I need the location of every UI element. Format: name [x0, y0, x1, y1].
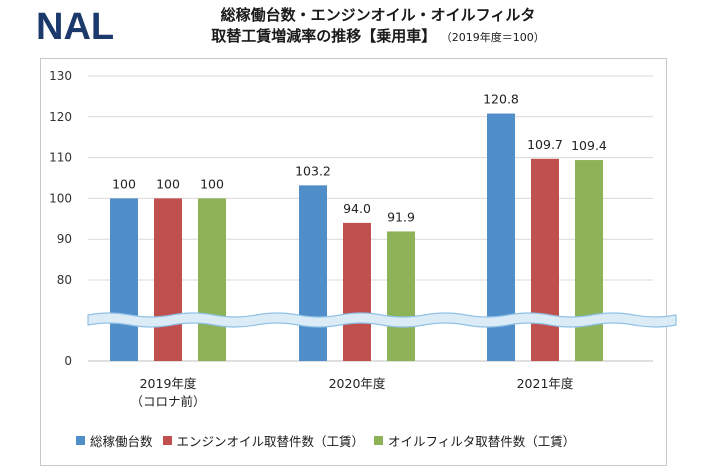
data-label-1-2: 91.9: [387, 209, 415, 224]
axis-break-band: [87, 312, 677, 328]
legend-item-vehicles: 総稼働台数: [76, 431, 153, 450]
data-label-1-1: 94.0: [343, 201, 371, 216]
y-tick-label-130: 130: [49, 69, 72, 83]
nal-logo: NAL: [36, 8, 114, 42]
chart-base-note: （2019年度＝100）: [446, 31, 545, 44]
bar-2-2: [575, 160, 603, 361]
data-label-1-0: 103.2: [295, 163, 331, 178]
y-tick-label-100: 100: [49, 191, 72, 205]
bar-1-1: [343, 222, 371, 361]
chart-frame: [40, 58, 667, 466]
legend-label-oil-filter: オイルフィルタ取替件数（工賃）: [388, 433, 576, 449]
data-label-2-1: 109.7: [527, 137, 563, 152]
y-tick-label-110: 110: [49, 151, 72, 165]
x-tick-label-0: 2019年度: [140, 376, 197, 391]
data-label-0-0: 100: [112, 176, 136, 191]
legend-swatch-oil-filter: [374, 435, 384, 445]
data-label-2-2: 109.4: [571, 138, 607, 153]
bar-0-0: [110, 198, 138, 361]
bar-1-2: [387, 231, 415, 361]
legend-label-engine-oil: エンジンオイル取替件数（工賃）: [176, 433, 365, 449]
legend-item-oil-filter: オイルフィルタ取替件数（工賃）: [374, 431, 575, 450]
data-label-0-2: 100: [200, 176, 224, 191]
logo-text: NAL: [36, 8, 114, 42]
legend-item-engine-oil: エンジンオイル取替件数（工賃）: [162, 431, 365, 450]
y-tick-label-80: 80: [57, 273, 72, 287]
chart-title-line1: 総稼働台数・エンジンオイル・オイルフィルタ: [220, 6, 536, 24]
bar-0-2: [198, 198, 226, 361]
y-tick-label-90: 90: [57, 232, 72, 246]
chart-title: 総稼働台数・エンジンオイル・オイルフィルタ 取替工賃増減率の推移【乗用車】 （20…: [158, 5, 598, 48]
legend-swatch-engine-oil: [162, 435, 172, 445]
legend-swatch-vehicles: [76, 435, 85, 445]
y-tick-label-0: 0: [64, 354, 72, 368]
bar-1-0: [299, 185, 327, 361]
bar-0-1: [154, 198, 182, 361]
x-tick-label-0-sub: （コロナ前）: [130, 394, 205, 409]
chart-legend: 総稼働台数 エンジンオイル取替件数（工賃） オイルフィルタ取替件数（工賃）: [76, 430, 676, 450]
chart-title-main: 取替工賃増減率の推移【乗用車】: [211, 27, 437, 45]
bar-2-1: [531, 158, 559, 361]
x-tick-label-1: 2020年度: [329, 376, 386, 391]
y-tick-label-120: 120: [49, 110, 72, 124]
x-tick-label-2: 2021年度: [517, 376, 574, 391]
data-label-2-0: 120.8: [483, 92, 519, 107]
data-label-0-1: 100: [156, 176, 180, 191]
legend-label-vehicles: 総稼働台数: [90, 433, 153, 449]
chart-title-line2: 取替工賃増減率の推移【乗用車】 （2019年度＝100）: [158, 26, 598, 48]
